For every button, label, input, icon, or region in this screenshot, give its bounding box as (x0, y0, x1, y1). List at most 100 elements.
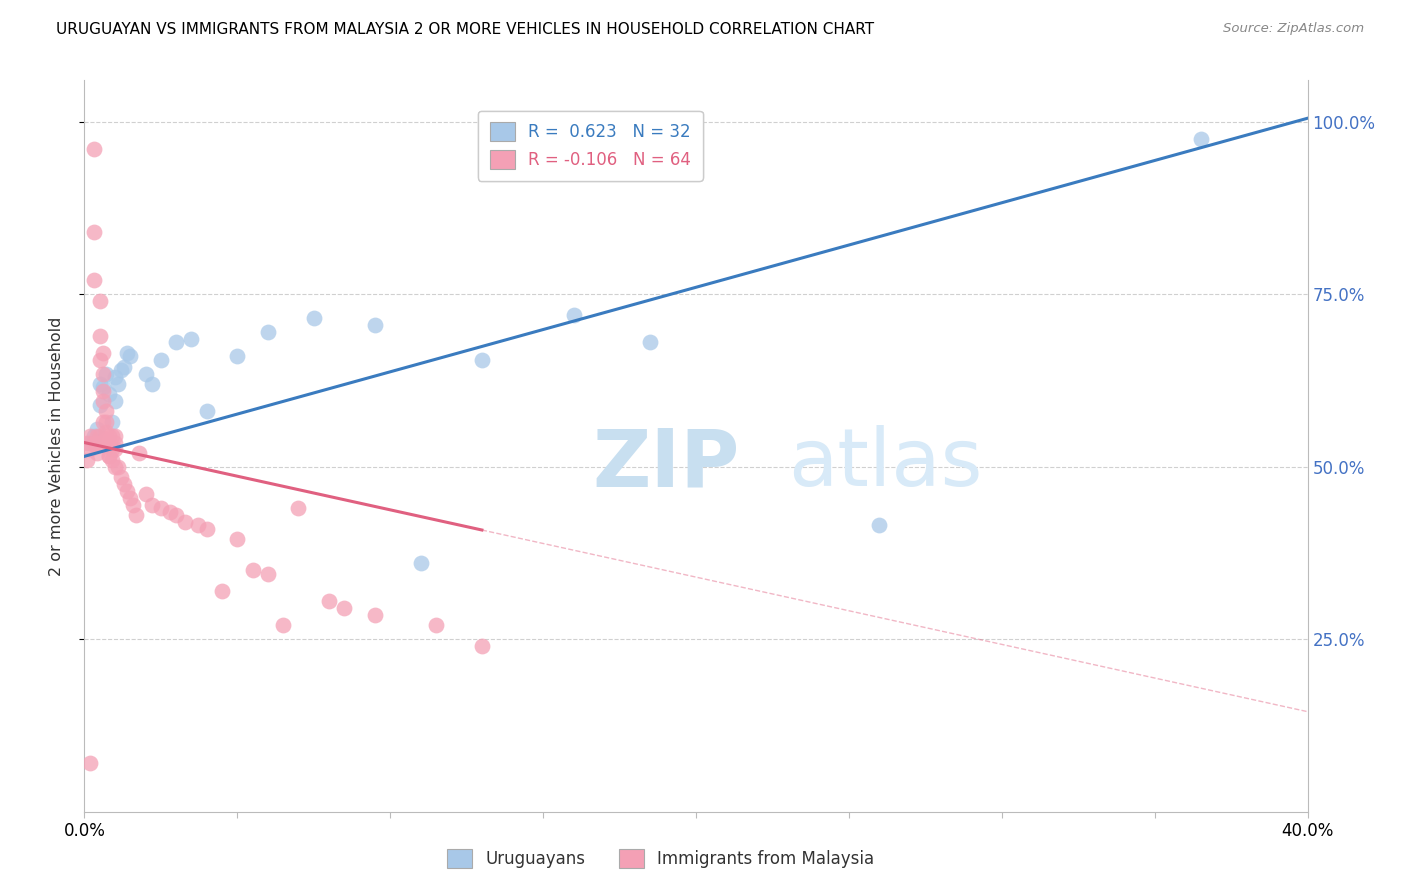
Point (107, 459, 129, 474)
Point (94, 432, 117, 446)
Point (91, 367, 114, 381)
Point (271, 618, 294, 632)
Point (76, 452, 98, 467)
Point (128, 446, 150, 460)
Point (135, 487, 157, 501)
Point (86, 439, 108, 453)
Point (89, 328, 111, 343)
Point (257, 566, 280, 581)
Point (186, 518, 208, 533)
Point (91, 384, 114, 398)
Point (226, 349, 249, 363)
Point (471, 639, 494, 653)
Text: Source: ZipAtlas.com: Source: ZipAtlas.com (1223, 22, 1364, 36)
Point (141, 376, 163, 391)
Point (149, 352, 172, 367)
Point (104, 370, 127, 384)
Point (112, 359, 135, 374)
Point (97, 450, 120, 464)
Point (318, 594, 340, 608)
Point (112, 477, 135, 491)
Point (83, 273, 105, 287)
Point (1189, 132, 1212, 146)
Point (364, 318, 387, 333)
Legend: Uruguayans, Immigrants from Malaysia: Uruguayans, Immigrants from Malaysia (440, 842, 882, 875)
Point (562, 308, 585, 322)
Point (104, 442, 127, 457)
Point (83, 225, 105, 239)
Point (174, 515, 197, 529)
Point (89, 435, 111, 450)
Point (180, 332, 202, 346)
Point (89, 376, 111, 391)
Point (79, 756, 101, 771)
Point (79, 428, 101, 442)
Point (165, 335, 187, 350)
Point (104, 394, 127, 409)
Point (94, 404, 117, 418)
Text: atlas: atlas (787, 425, 981, 503)
Point (425, 618, 447, 632)
Point (86, 428, 108, 442)
Point (94, 425, 117, 440)
Point (302, 311, 325, 326)
Point (89, 398, 111, 412)
Point (115, 346, 138, 360)
Point (91, 394, 114, 409)
Point (101, 452, 124, 467)
Point (122, 498, 145, 512)
Point (101, 415, 124, 429)
Point (471, 352, 494, 367)
Point (97, 428, 120, 442)
Text: ZIP: ZIP (592, 425, 740, 503)
Point (104, 428, 127, 442)
Point (195, 404, 218, 418)
Point (364, 608, 387, 623)
Point (333, 601, 356, 615)
Point (242, 563, 264, 577)
Point (97, 439, 120, 453)
Point (91, 346, 114, 360)
Point (149, 501, 172, 516)
Point (211, 583, 233, 598)
Point (104, 459, 127, 474)
Point (83, 142, 105, 156)
Point (79, 435, 101, 450)
Point (141, 498, 163, 512)
Point (135, 367, 157, 381)
Point (409, 557, 432, 571)
Point (257, 325, 280, 339)
Point (115, 483, 138, 498)
Point (159, 504, 181, 518)
Point (101, 428, 124, 442)
Point (91, 380, 114, 394)
Point (97, 387, 120, 401)
Point (76, 435, 98, 450)
Point (86, 446, 108, 460)
Point (89, 352, 111, 367)
Point (120, 349, 142, 363)
Point (226, 532, 249, 546)
Y-axis label: 2 or more Vehicles in Household: 2 or more Vehicles in Household (49, 317, 63, 575)
Point (195, 522, 218, 536)
Point (165, 508, 187, 522)
Point (110, 363, 132, 377)
Point (79, 442, 101, 457)
Point (83, 428, 105, 442)
Point (94, 367, 117, 381)
Point (89, 294, 111, 309)
Point (89, 428, 111, 442)
Point (97, 450, 120, 464)
Point (86, 422, 108, 436)
Point (101, 442, 124, 457)
Point (638, 335, 661, 350)
Point (83, 435, 105, 450)
Point (869, 518, 891, 533)
Point (125, 508, 148, 522)
Point (91, 415, 114, 429)
Point (94, 415, 117, 429)
Point (287, 501, 309, 516)
Point (120, 491, 142, 505)
Legend: R =  0.623   N = 32, R = -0.106   N = 64: R = 0.623 N = 32, R = -0.106 N = 64 (478, 111, 703, 181)
Point (107, 376, 129, 391)
